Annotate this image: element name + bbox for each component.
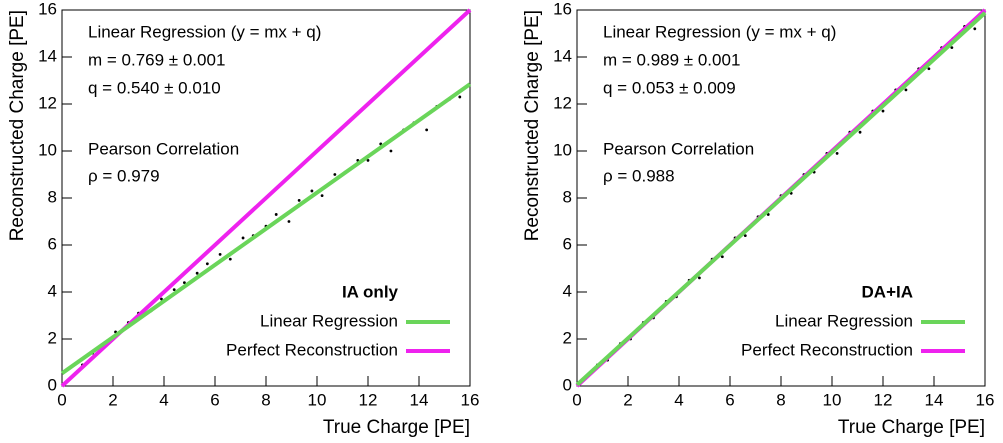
x-tick-label: 4 <box>674 390 683 409</box>
y-tick-label: 6 <box>563 234 572 253</box>
legend-label: Linear Regression <box>260 311 398 330</box>
scatter-point <box>333 173 337 176</box>
x-tick-label: 4 <box>159 390 168 409</box>
x-tick-label: 8 <box>776 390 785 409</box>
annotation: m = 0.769 ± 0.001 <box>88 50 225 69</box>
scatter-point <box>881 109 885 113</box>
legend-label: Perfect Reconstruction <box>226 340 398 359</box>
x-tick-label: 16 <box>976 390 995 409</box>
scatter-point <box>425 128 429 132</box>
y-tick-label: 12 <box>553 93 572 112</box>
scatter-point <box>858 130 862 134</box>
scatter-point <box>218 253 222 256</box>
series-line <box>575 11 987 387</box>
y-tick-label: 4 <box>563 281 572 300</box>
legend-title: IA only <box>342 282 399 301</box>
x-axis-label: True Charge [PE] <box>323 417 470 438</box>
scatter-point <box>720 255 724 259</box>
x-tick-label: 8 <box>261 390 270 409</box>
y-axis-label: Reconstructed Charge [PE] <box>7 10 28 241</box>
x-tick-label: 12 <box>359 390 378 409</box>
scatter-point <box>389 149 393 153</box>
scatter-point <box>241 236 245 240</box>
scatter-point <box>973 27 977 31</box>
x-tick-label: 10 <box>823 390 842 409</box>
scatter-point <box>835 151 839 155</box>
y-tick-label: 16 <box>553 0 572 18</box>
x-axis-label: True Charge [PE] <box>838 417 985 438</box>
scatter-point <box>904 88 908 92</box>
y-tick-label: 2 <box>563 328 572 347</box>
annotation: Linear Regression (y = mx + q) <box>603 22 836 41</box>
x-tick-label: 2 <box>623 390 632 409</box>
y-tick-label: 8 <box>48 187 57 206</box>
x-tick-label: 6 <box>210 390 219 409</box>
scatter-point <box>310 189 314 193</box>
scatter-point <box>320 194 324 198</box>
annotation: m = 0.989 ± 0.001 <box>603 50 740 69</box>
x-tick-label: 0 <box>57 390 66 409</box>
scatter-point <box>698 276 701 280</box>
y-tick-label: 10 <box>38 140 57 159</box>
scatter-point <box>160 297 163 301</box>
y-tick-label: 12 <box>38 93 57 112</box>
y-tick-label: 14 <box>553 46 572 65</box>
y-tick-label: 0 <box>48 375 57 394</box>
x-tick-label: 14 <box>410 390 429 409</box>
scatter-point <box>366 159 370 162</box>
scatter-point <box>950 46 954 49</box>
annotation: Pearson Correlation <box>88 139 239 158</box>
scatter-point <box>287 220 291 223</box>
y-tick-label: 10 <box>553 140 572 159</box>
annotation: Pearson Correlation <box>603 139 754 158</box>
scatter-point <box>297 198 301 202</box>
y-tick-label: 4 <box>48 281 57 300</box>
annotation: q = 0.053 ± 0.009 <box>603 78 736 97</box>
legend-title: DA+IA <box>862 282 913 301</box>
x-tick-label: 12 <box>874 390 893 409</box>
y-tick-label: 16 <box>38 0 57 18</box>
scatter-point <box>458 95 462 99</box>
x-tick-label: 16 <box>461 390 480 409</box>
legend-label: Linear Regression <box>775 311 913 330</box>
legend-label: Perfect Reconstruction <box>741 340 913 359</box>
x-tick-label: 14 <box>925 390 944 409</box>
y-tick-label: 0 <box>563 375 572 394</box>
y-tick-label: 8 <box>563 187 572 206</box>
scatter-point <box>274 213 278 216</box>
y-tick-label: 6 <box>48 234 57 253</box>
scatter-point <box>183 281 186 284</box>
scatter-point <box>205 262 209 266</box>
annotation: q = 0.540 ± 0.010 <box>88 78 221 97</box>
annotation: ρ = 0.988 <box>603 166 675 185</box>
x-tick-label: 0 <box>572 390 581 409</box>
x-tick-label: 2 <box>108 390 117 409</box>
annotation: ρ = 0.979 <box>88 166 160 185</box>
x-tick-label: 6 <box>725 390 734 409</box>
series-line <box>60 82 472 375</box>
scatter-point <box>927 67 931 71</box>
y-tick-label: 14 <box>38 46 57 65</box>
y-tick-label: 2 <box>48 328 57 347</box>
annotation: Linear Regression (y = mx + q) <box>88 22 321 41</box>
scatter-point <box>743 234 747 238</box>
y-axis-label: Reconstructed Charge [PE] <box>522 10 543 241</box>
scatter-point <box>195 271 199 275</box>
x-tick-label: 10 <box>308 390 327 409</box>
scatter-point <box>228 257 232 261</box>
scatter-point <box>172 288 176 292</box>
